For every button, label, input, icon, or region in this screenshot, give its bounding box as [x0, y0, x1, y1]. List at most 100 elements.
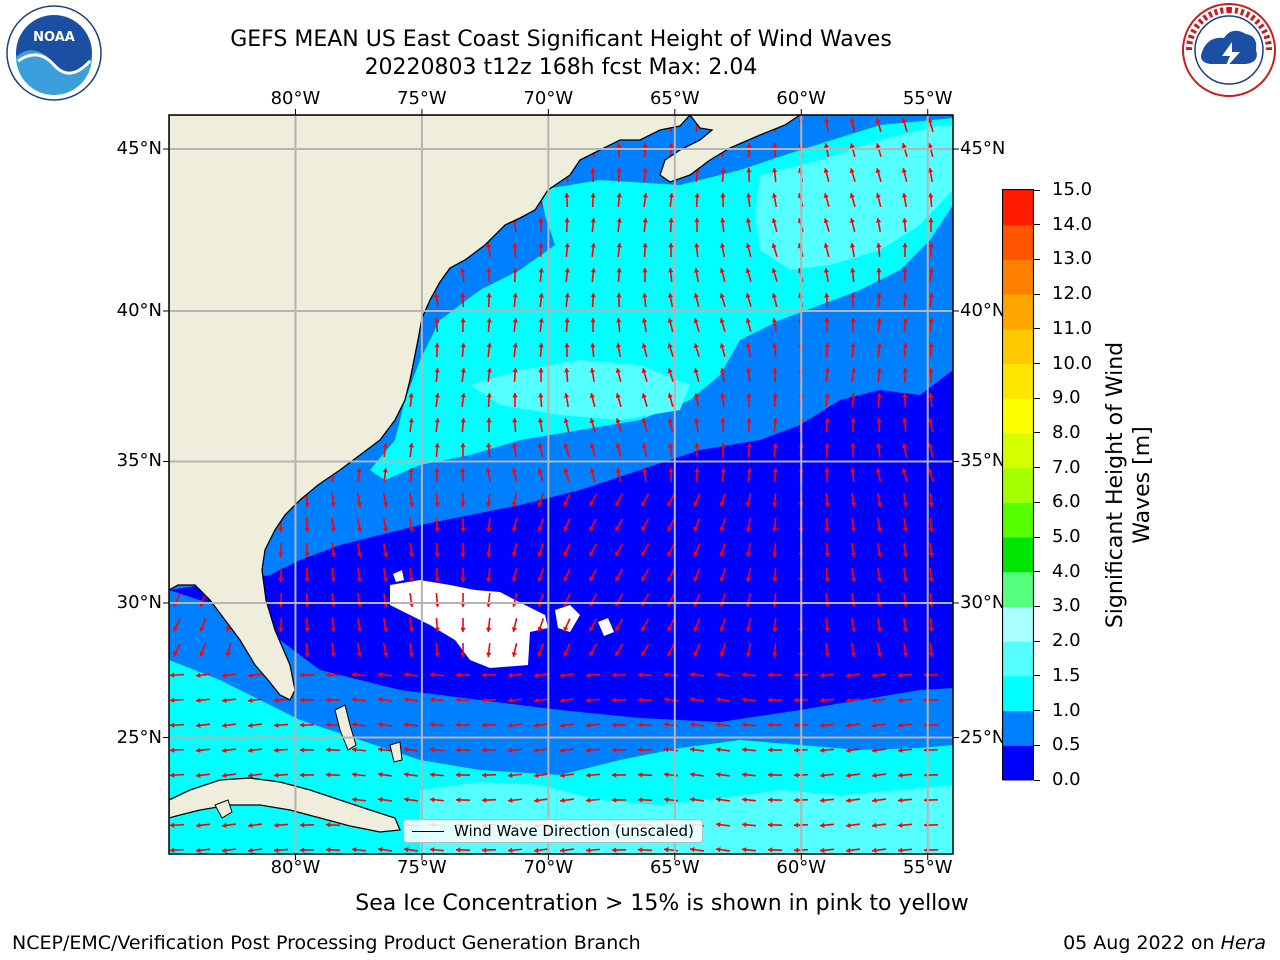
- wave-arrow: [715, 846, 731, 853]
- colorbar-segment-10: [1003, 398, 1033, 434]
- wave-arrow: [845, 672, 861, 679]
- wave-arrow: [897, 722, 913, 728]
- wave-arrow: [538, 242, 544, 258]
- wave-arrow: [640, 543, 650, 557]
- wave-arrow: [330, 492, 336, 508]
- wave-arrow: [434, 317, 440, 333]
- colorbar-tick-mark-12: [1034, 363, 1040, 365]
- wave-arrow: [767, 747, 783, 753]
- wave-arrow: [741, 722, 757, 728]
- wave-arrow: [824, 467, 830, 483]
- colorbar-tick-3: 1.5: [1052, 664, 1081, 686]
- wave-arrow: [590, 317, 596, 333]
- wave-arrow: [460, 642, 466, 658]
- wave-arrow: [195, 722, 211, 728]
- wave-arrow: [588, 618, 598, 632]
- wave-arrow: [823, 193, 830, 207]
- wave-arrow: [611, 747, 627, 753]
- wave-arrow: [876, 342, 882, 358]
- wave-arrow: [745, 517, 752, 533]
- wave-arrow: [559, 772, 575, 779]
- wave-arrow: [640, 643, 650, 657]
- wave-arrow: [273, 772, 289, 778]
- wave-arrow: [247, 697, 263, 704]
- colorbar: [1002, 189, 1034, 781]
- wave-arrow: [616, 292, 622, 308]
- wave-arrow: [693, 392, 700, 408]
- wave-arrow: [563, 418, 570, 432]
- wave-arrow: [928, 492, 934, 508]
- wave-arrow: [273, 847, 289, 853]
- wave-arrow: [641, 317, 648, 333]
- colorbar-tick-mark-17: [1034, 189, 1040, 191]
- wave-arrow: [247, 847, 263, 854]
- wave-arrow: [897, 847, 913, 853]
- colorbar-tick-11: 9.0: [1052, 387, 1081, 409]
- wave-arrow: [195, 822, 211, 828]
- wave-arrow: [590, 267, 596, 283]
- wave-arrow: [199, 643, 207, 657]
- wave-arrow: [615, 418, 622, 432]
- wave-arrow: [221, 847, 237, 854]
- wave-arrow: [719, 318, 726, 332]
- colorbar-tick-mark-10: [1034, 432, 1040, 434]
- wave-arrow: [850, 442, 856, 458]
- wave-arrow: [486, 292, 492, 308]
- wave-arrow: [460, 517, 466, 533]
- wave-arrow: [325, 747, 341, 753]
- wave-arrow: [772, 167, 778, 183]
- wave-arrow: [850, 267, 856, 283]
- wave-arrow: [694, 467, 700, 483]
- wave-arrow: [693, 543, 701, 557]
- wave-arrow: [221, 722, 237, 729]
- wave-arrow: [486, 367, 492, 383]
- wave-arrow: [641, 442, 648, 458]
- wave-arrow: [304, 492, 310, 508]
- wave-arrow: [563, 643, 571, 657]
- wave-arrow: [745, 492, 752, 508]
- wave-arrow: [408, 517, 415, 533]
- wave-arrow: [486, 542, 492, 558]
- wave-arrow: [299, 722, 315, 728]
- wave-arrow: [741, 797, 757, 803]
- wave-arrow: [668, 217, 674, 233]
- wave-arrow: [247, 822, 263, 829]
- wave-arrow: [299, 772, 315, 778]
- wave-arrow: [693, 568, 701, 582]
- wave-arrow: [693, 643, 701, 657]
- wave-arrow: [767, 772, 783, 778]
- wave-arrow: [927, 118, 934, 132]
- colorbar-tick-mark-5: [1034, 605, 1040, 607]
- wave-arrow: [720, 417, 726, 433]
- wave-arrow: [325, 772, 341, 778]
- wave-arrow: [325, 672, 341, 678]
- wave-arrow: [382, 567, 389, 583]
- lon-label-bottom-1: 75°W: [397, 857, 447, 878]
- wave-arrow: [330, 542, 336, 558]
- colorbar-tick-mark-0: [1034, 779, 1040, 781]
- wave-arrow: [871, 772, 887, 779]
- wave-arrow: [614, 543, 624, 557]
- wave-arrow: [403, 846, 419, 853]
- wave-arrow: [819, 847, 835, 853]
- wave-arrow: [871, 797, 887, 804]
- wave-arrow: [403, 671, 419, 678]
- wave-arrow: [351, 797, 367, 803]
- wave-arrow: [614, 518, 624, 532]
- wave-arrow: [351, 747, 367, 753]
- land-cuba: [169, 777, 401, 833]
- wave-arrow: [408, 642, 415, 658]
- wave-arrow: [819, 822, 835, 828]
- wave-arrow: [897, 772, 913, 778]
- wave-arrow: [850, 492, 857, 508]
- wave-arrow: [641, 418, 648, 432]
- wave-arrow: [642, 267, 648, 283]
- wave-arrow: [169, 772, 185, 778]
- wave-arrow: [460, 542, 466, 558]
- wave-arrow: [824, 317, 830, 333]
- wave-arrow: [902, 267, 908, 283]
- wave-arrow: [434, 642, 440, 658]
- wave-arrow: [304, 567, 310, 583]
- wave-arrow: [694, 192, 700, 208]
- wave-arrow: [719, 493, 726, 507]
